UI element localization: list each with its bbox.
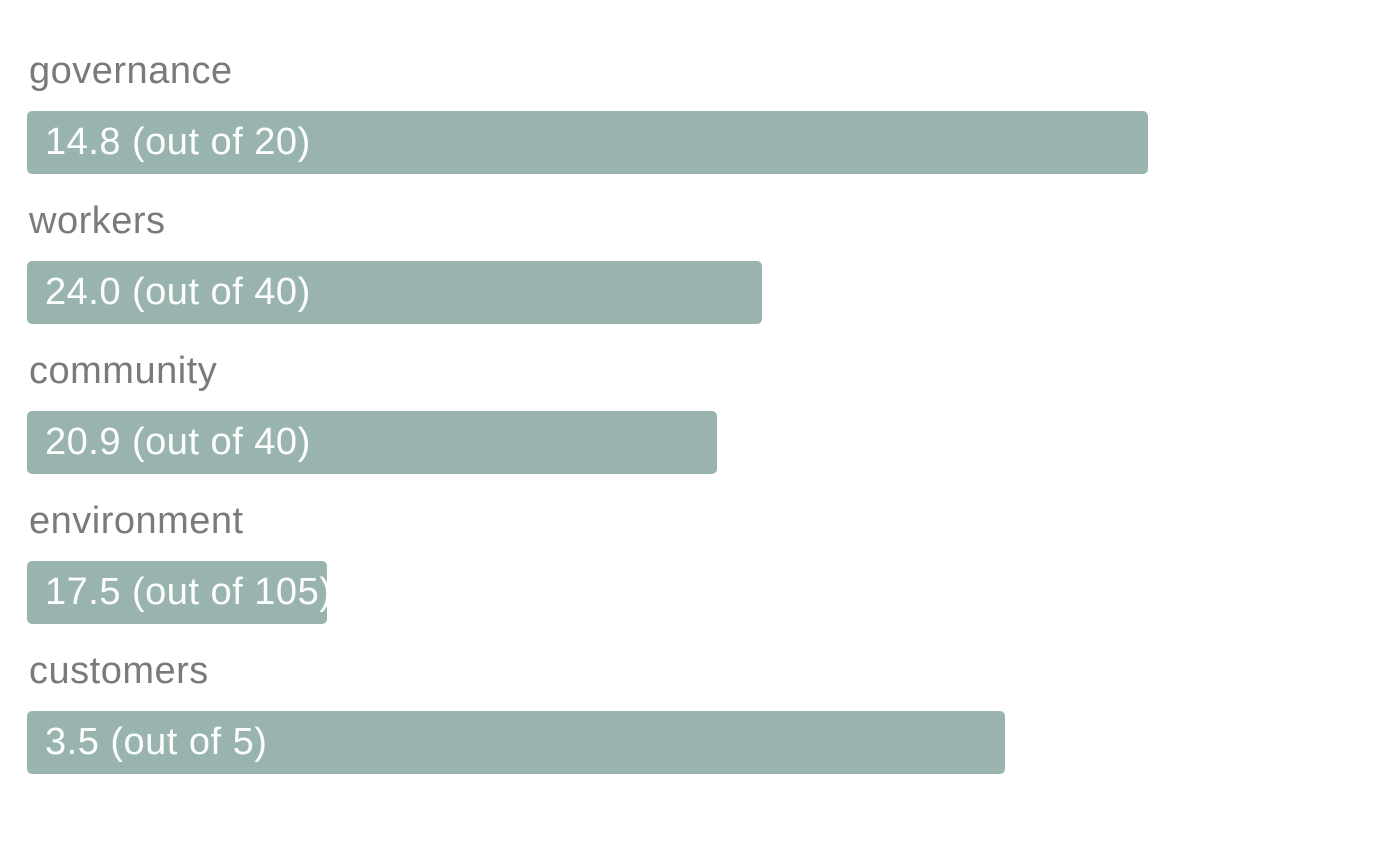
bar-value-label: 14.8 (out of 20) <box>45 121 311 163</box>
category-label: community <box>29 350 218 392</box>
bar-chart: governance 14.8 (out of 20) workers 24.0… <box>27 52 1400 774</box>
category-label: workers <box>29 200 166 242</box>
score-bar: 20.9 (out of 40) <box>27 411 717 474</box>
score-bar: 24.0 (out of 40) <box>27 261 762 324</box>
category-label: customers <box>29 650 209 692</box>
bar-value-label: 17.5 (out of 105) <box>45 571 327 613</box>
bar-value-label: 3.5 (out of 5) <box>45 721 268 763</box>
bar-value-label: 20.9 (out of 40) <box>45 421 311 463</box>
category-label: environment <box>29 500 244 542</box>
score-bar: 14.8 (out of 20) <box>27 111 1148 174</box>
chart-row-workers: workers 24.0 (out of 40) <box>27 202 1400 324</box>
chart-row-governance: governance 14.8 (out of 20) <box>27 52 1400 174</box>
score-bar: 3.5 (out of 5) <box>27 711 1005 774</box>
category-label: governance <box>29 50 233 92</box>
score-bar: 17.5 (out of 105) <box>27 561 327 624</box>
chart-row-community: community 20.9 (out of 40) <box>27 352 1400 474</box>
bar-value-label: 24.0 (out of 40) <box>45 271 311 313</box>
chart-row-environment: environment 17.5 (out of 105) <box>27 502 1400 624</box>
chart-row-customers: customers 3.5 (out of 5) <box>27 652 1400 774</box>
